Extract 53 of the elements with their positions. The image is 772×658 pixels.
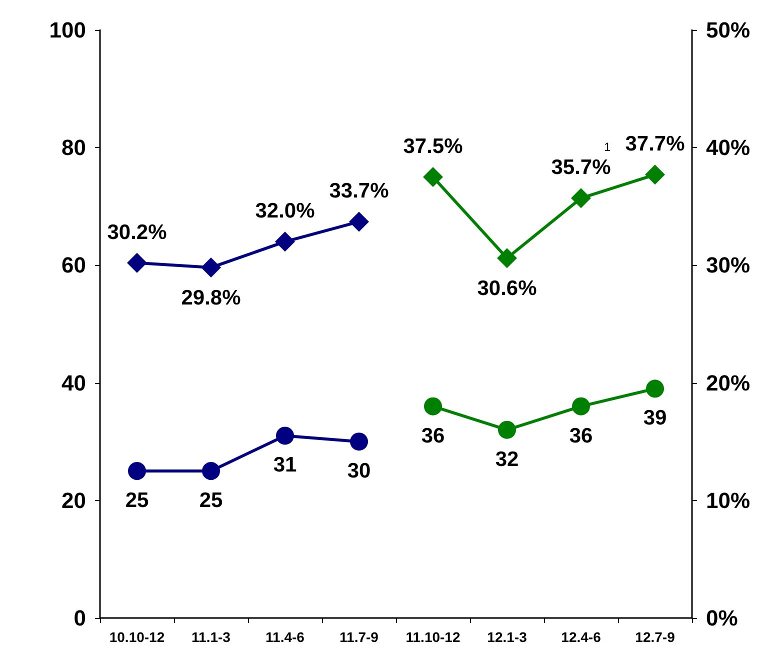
- x-tick-label: 12.1-3: [487, 629, 528, 645]
- y2-tick-label: 50%: [706, 18, 750, 42]
- y2-tick-label: 20%: [706, 370, 750, 396]
- y-tick-label: 0: [74, 606, 86, 630]
- y2-tick-label: 30%: [706, 252, 750, 278]
- point: [349, 212, 369, 232]
- data-label: 30.2%: [107, 220, 168, 244]
- point: [423, 167, 443, 187]
- data-label: 25: [199, 489, 223, 512]
- y-tick-label: 60: [62, 252, 86, 278]
- annotation: 1: [604, 140, 611, 154]
- point: [498, 420, 516, 439]
- point: [497, 248, 517, 268]
- data-label: 36: [569, 424, 593, 448]
- x-tick-label: 11.1-3: [192, 629, 231, 645]
- x-tick-label: 10.10-12: [109, 629, 165, 645]
- point: [202, 462, 220, 480]
- data-label: 33.7%: [329, 180, 390, 203]
- point: [571, 188, 591, 208]
- point: [127, 252, 147, 273]
- data-label: 32.0%: [255, 200, 316, 223]
- x-tick-label: 11.10-12: [406, 629, 460, 645]
- data-label: 29.8%: [181, 286, 242, 310]
- point: [646, 380, 664, 398]
- data-label: 32: [495, 448, 519, 471]
- x-tick-label: 12.7-9: [635, 629, 676, 645]
- point: [572, 397, 590, 416]
- data-label: 37.5%: [403, 135, 464, 158]
- data-label: 31: [273, 454, 297, 477]
- data-label: 35.7%: [551, 156, 612, 180]
- point: [276, 426, 294, 445]
- point: [128, 462, 146, 480]
- point: [350, 432, 368, 451]
- x-tick-label: 11.4-6: [266, 629, 305, 645]
- y2-tick-label: 0%: [706, 606, 738, 630]
- data-label: 36: [421, 424, 445, 448]
- data-label: 30.6%: [477, 277, 538, 300]
- data-label: 25: [125, 489, 149, 512]
- x-tick-label: 12.4-6: [561, 629, 602, 645]
- y-tick-label: 40: [62, 370, 86, 396]
- y-tick-label: 100: [49, 18, 86, 42]
- data-label: 37.7%: [625, 132, 686, 156]
- y2-tick-label: 10%: [706, 488, 750, 513]
- x-tick-label: 11.7-9: [340, 629, 379, 645]
- point: [201, 258, 221, 278]
- point: [645, 164, 665, 185]
- y-tick-label: 80: [62, 135, 86, 160]
- point: [424, 397, 442, 416]
- y-tick-label: 20: [62, 488, 86, 513]
- data-label: 39: [643, 406, 667, 430]
- point: [275, 232, 295, 252]
- data-label: 30: [347, 460, 371, 483]
- y2-tick-label: 40%: [706, 135, 750, 160]
